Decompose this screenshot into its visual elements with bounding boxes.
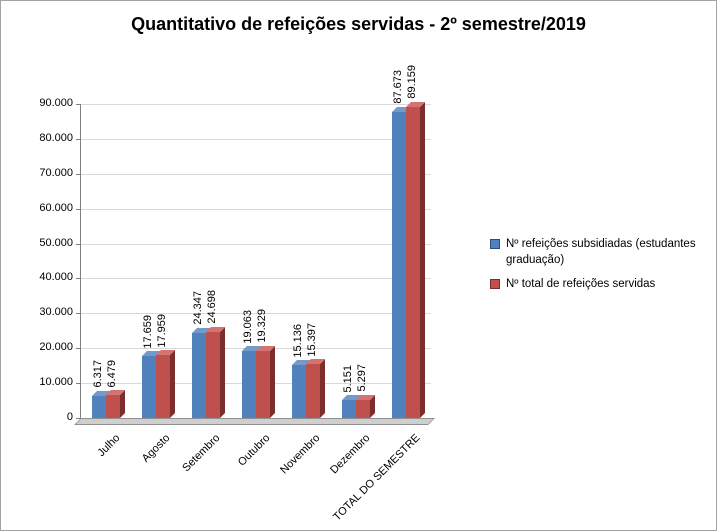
y-tick-label: 50.000 [39, 236, 73, 249]
y-tick-label: 40.000 [39, 271, 73, 284]
gridline [81, 138, 431, 140]
bar-front [106, 395, 120, 418]
bar-value-label: 15.136 [292, 323, 304, 358]
bar-value-label: 24.698 [206, 290, 218, 324]
y-tick-label: 0 [66, 411, 73, 423]
bar-front [342, 400, 356, 418]
bar-value-label: 6.479 [106, 359, 118, 388]
bar-front [206, 331, 220, 418]
legend-label-total: Nº total de refeições servidas [506, 278, 656, 291]
bar-front [142, 356, 156, 418]
legend-item-subsidized: Nº refeições subsidiadas (estudantes gra… [490, 237, 714, 268]
y-axis-line [80, 104, 81, 425]
bar-side [320, 359, 325, 418]
y-tick-label: 90.000 [39, 97, 73, 109]
y-tick-mark [76, 278, 81, 280]
y-tick-label: 20.000 [39, 341, 73, 354]
bar-value-label: 19.063 [242, 309, 254, 344]
bar-value-label: 6.317 [92, 360, 104, 388]
bar-front [306, 364, 320, 418]
bar-front [292, 365, 306, 418]
y-tick-mark [76, 348, 81, 350]
gridline [81, 313, 431, 315]
y-tick-mark [76, 173, 81, 175]
bar-front [256, 350, 270, 418]
gridline [81, 278, 431, 280]
bar-side [270, 345, 275, 418]
y-tick-label: 10.000 [39, 376, 73, 389]
y-tick-mark [76, 313, 81, 315]
y-tick-label: 80.000 [39, 131, 73, 144]
bar-side [420, 101, 425, 418]
bar-front [242, 351, 256, 418]
legend-swatch-total [490, 279, 500, 290]
y-tick-mark [76, 208, 81, 210]
legend-swatch-subsidized [490, 239, 500, 249]
bar-front [92, 395, 106, 418]
chart-title: Quantitativo de refeições servidas - 2º … [131, 14, 586, 34]
bar-side [170, 350, 175, 418]
bar-value-label: 89.159 [406, 65, 418, 99]
chart-floor [74, 418, 435, 425]
legend-label-subsidized: Nº refeições subsidiadas (estudantes gra… [506, 238, 696, 266]
gridline [81, 243, 431, 245]
bar-side [120, 390, 125, 418]
y-tick-mark [76, 104, 81, 105]
x-axis-label: Julho [95, 432, 123, 460]
bar-value-label: 5.151 [342, 364, 354, 393]
bar-front [356, 399, 370, 418]
gridline [81, 104, 431, 105]
bar-side [220, 326, 225, 418]
gridline [81, 173, 431, 175]
bar-value-label: 15.397 [306, 322, 318, 357]
y-tick-label: 30.000 [39, 306, 73, 319]
bar-value-label: 19.329 [256, 308, 268, 343]
y-tick-mark [76, 138, 81, 140]
gridline [81, 208, 431, 210]
bar-front [406, 106, 420, 418]
bar-value-label: 87.673 [392, 70, 404, 105]
bar-value-label: 5.297 [356, 364, 368, 392]
bar-front [192, 333, 206, 418]
legend-item-total: Nº total de refeições servidas [490, 277, 714, 293]
bar-front [392, 112, 406, 418]
bar-value-label: 24.347 [192, 291, 204, 326]
y-tick-mark [76, 243, 81, 245]
y-tick-mark [76, 383, 81, 385]
y-tick-label: 70.000 [39, 166, 73, 179]
chart-legend: Nº refeições subsidiadas (estudantes gra… [490, 237, 714, 302]
y-tick-mark [76, 418, 81, 419]
bar-value-label: 17.959 [156, 313, 168, 348]
bar-front [156, 355, 170, 418]
y-tick-label: 60.000 [39, 201, 73, 214]
bar-value-label: 17.659 [142, 314, 154, 349]
